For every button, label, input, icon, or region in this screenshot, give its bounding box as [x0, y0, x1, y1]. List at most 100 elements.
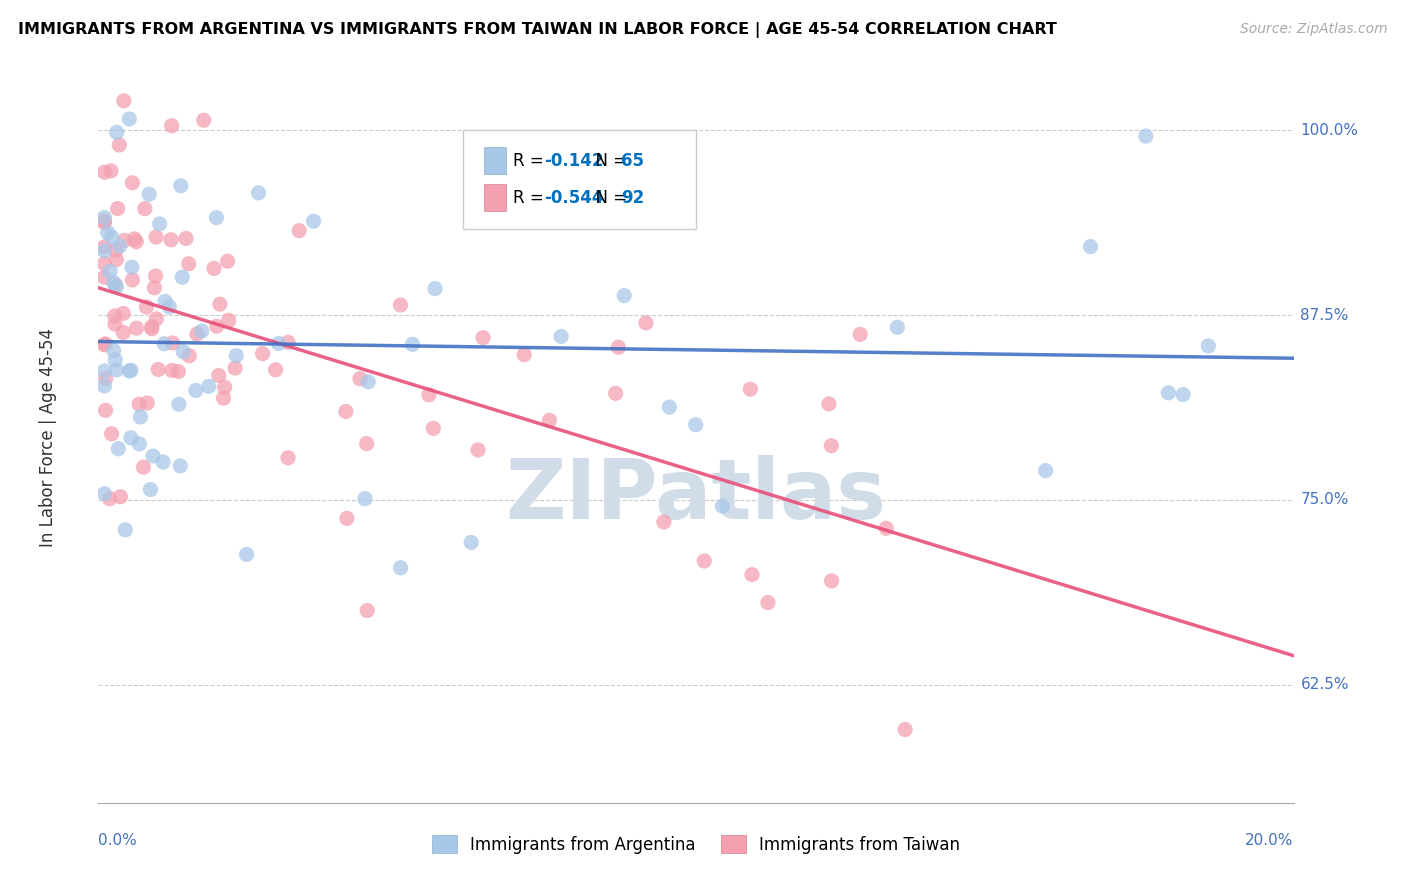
Point: [121, 260, 143, 274]
Point: [105, 252, 128, 267]
Point: [820, 439, 842, 453]
Point: [145, 230, 167, 244]
Point: [132, 460, 155, 475]
Point: [141, 321, 163, 335]
Point: [418, 388, 440, 402]
Point: [136, 396, 159, 410]
Point: [143, 281, 166, 295]
Point: [148, 362, 170, 376]
Point: [103, 343, 125, 358]
Point: [277, 450, 299, 465]
Point: [184, 384, 207, 398]
Point: [120, 431, 142, 445]
Point: [818, 397, 841, 411]
Point: [153, 336, 176, 351]
Point: [128, 437, 150, 451]
Point: [389, 561, 412, 575]
Point: [114, 523, 136, 537]
Point: [741, 567, 763, 582]
Point: [142, 449, 165, 463]
Point: [422, 421, 444, 435]
Point: [93, 240, 115, 254]
Point: [157, 300, 180, 314]
Text: -0.142: -0.142: [544, 152, 603, 169]
Point: [205, 319, 228, 334]
Point: [356, 603, 378, 617]
Point: [472, 331, 495, 345]
Point: [149, 217, 172, 231]
Point: [98, 264, 121, 278]
Text: Source: ZipAtlas.com: Source: ZipAtlas.com: [1240, 22, 1388, 37]
Point: [172, 270, 194, 285]
Point: [101, 230, 124, 244]
Point: [225, 349, 247, 363]
Point: [108, 138, 131, 153]
Text: 87.5%: 87.5%: [1301, 308, 1348, 323]
Text: 0.0%: 0.0%: [98, 833, 138, 848]
Point: [100, 164, 122, 178]
Point: [849, 327, 872, 342]
Point: [1197, 339, 1219, 353]
Point: [179, 349, 201, 363]
Point: [177, 257, 200, 271]
Point: [107, 202, 129, 216]
Point: [875, 521, 897, 535]
Point: [104, 309, 127, 323]
Point: [93, 338, 115, 352]
Point: [401, 337, 423, 351]
Point: [214, 380, 236, 394]
Point: [605, 386, 627, 401]
Point: [613, 288, 636, 302]
Point: [93, 165, 115, 179]
Point: [1157, 385, 1180, 400]
Point: [264, 363, 287, 377]
Point: [118, 112, 141, 126]
FancyBboxPatch shape: [485, 147, 506, 174]
Point: [105, 125, 128, 139]
Point: [693, 554, 716, 568]
Point: [93, 257, 115, 271]
Text: N =: N =: [585, 152, 633, 169]
Point: [277, 335, 299, 350]
Point: [128, 397, 150, 411]
Point: [121, 273, 143, 287]
Point: [174, 231, 197, 245]
Point: [167, 397, 190, 411]
Legend: Immigrants from Argentina, Immigrants from Taiwan: Immigrants from Argentina, Immigrants fr…: [425, 829, 967, 860]
Point: [125, 321, 148, 335]
Point: [186, 327, 208, 342]
Point: [538, 413, 561, 427]
Point: [218, 313, 240, 327]
Point: [108, 239, 131, 253]
Point: [93, 211, 115, 225]
Point: [894, 723, 917, 737]
Text: 100.0%: 100.0%: [1301, 123, 1358, 138]
Point: [170, 178, 193, 193]
Point: [104, 317, 127, 331]
Point: [98, 491, 121, 506]
Point: [135, 300, 157, 314]
Point: [621, 144, 644, 158]
Point: [93, 364, 115, 378]
Point: [205, 211, 228, 225]
Point: [607, 340, 630, 354]
Point: [104, 352, 127, 367]
Text: 75.0%: 75.0%: [1301, 492, 1348, 508]
Point: [467, 442, 489, 457]
Text: -0.544: -0.544: [544, 189, 603, 207]
Point: [104, 244, 127, 258]
Point: [197, 379, 219, 393]
Point: [212, 391, 235, 405]
Point: [167, 365, 190, 379]
Point: [93, 244, 115, 258]
Point: [634, 316, 657, 330]
Text: ZIPatlas: ZIPatlas: [506, 455, 886, 536]
Point: [423, 282, 446, 296]
Point: [247, 186, 270, 200]
Point: [94, 403, 117, 417]
Point: [235, 548, 257, 562]
Point: [104, 277, 127, 292]
Point: [160, 119, 183, 133]
Point: [193, 113, 215, 128]
Point: [740, 382, 762, 396]
